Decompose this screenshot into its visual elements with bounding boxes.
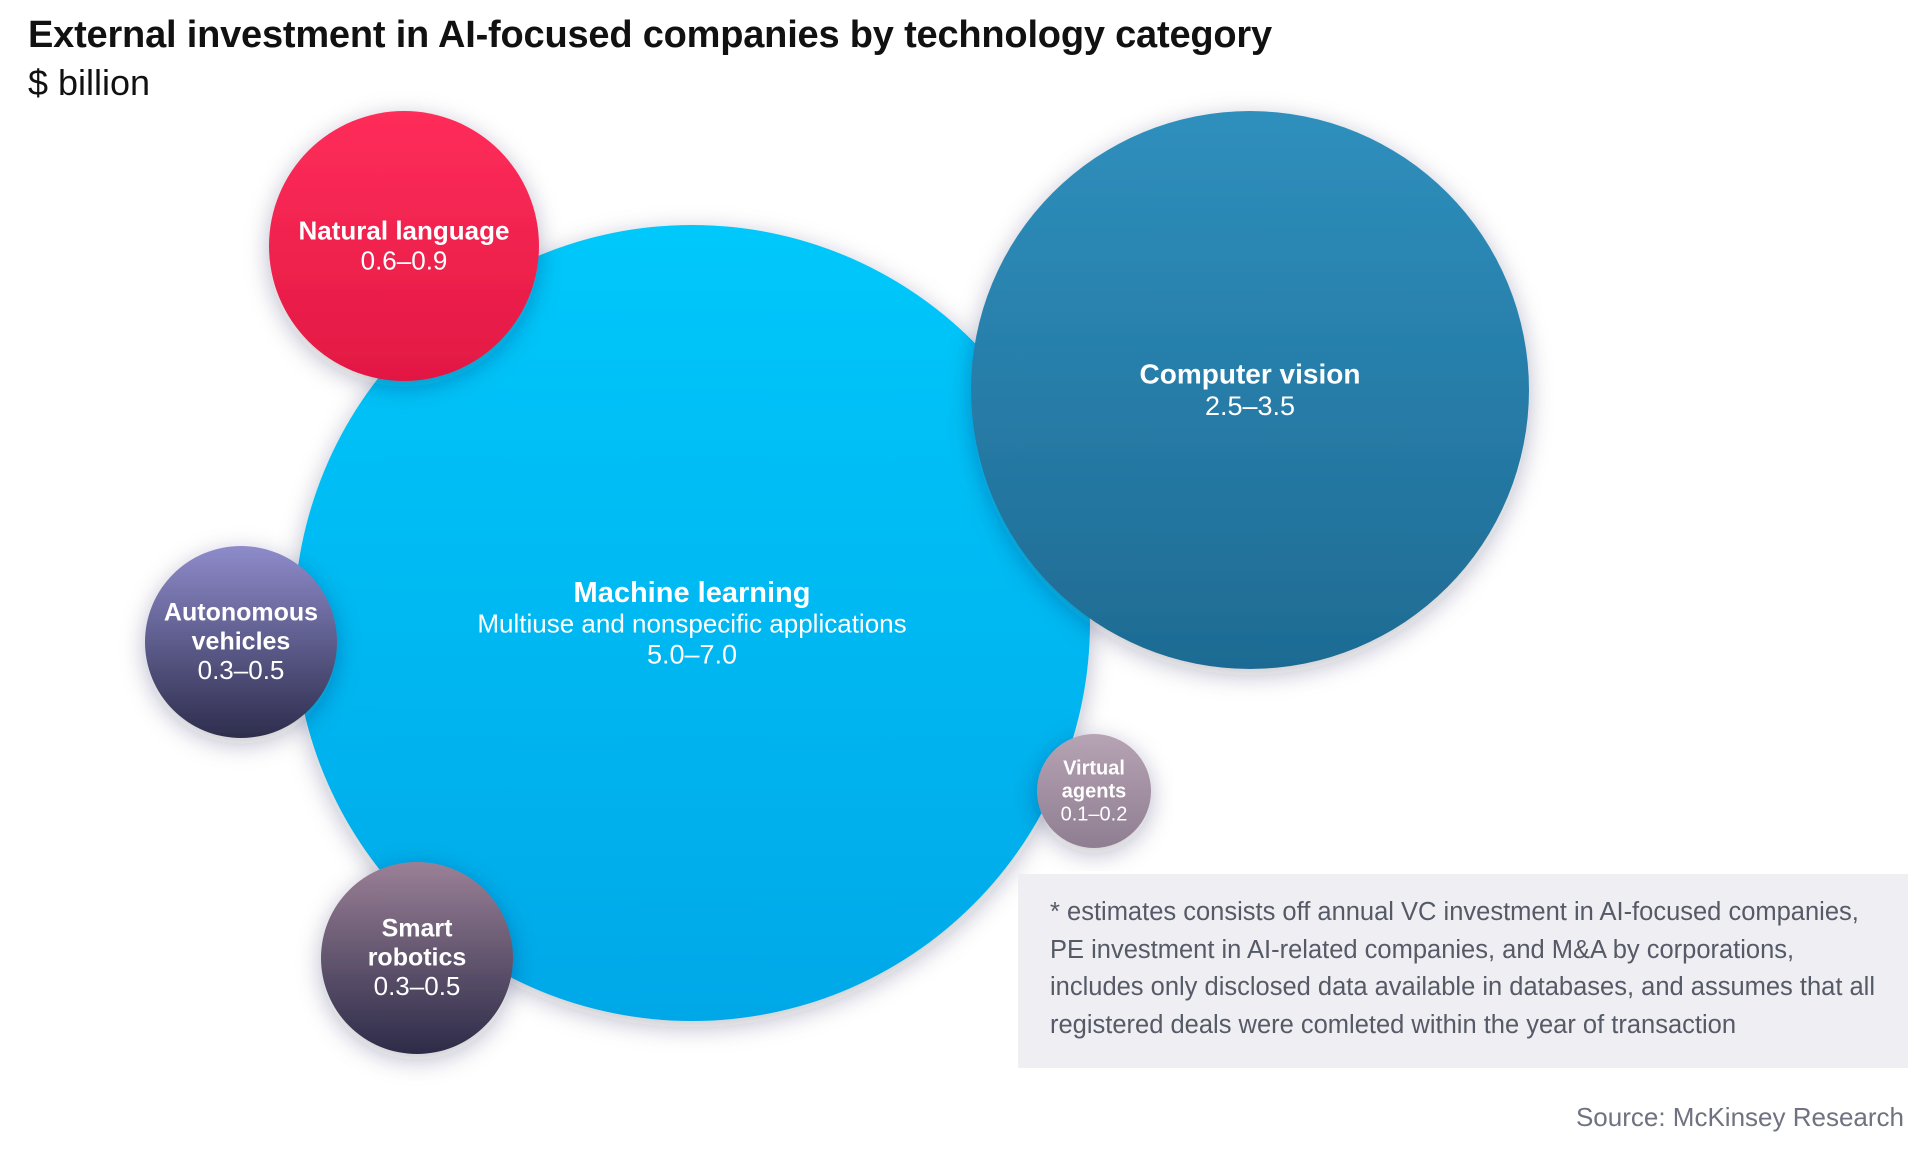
bubble-smart-robotics-name-0: Smart: [382, 915, 454, 943]
source-note: Source: McKinsey Research: [1575, 1102, 1904, 1132]
bubble-natural-language-circle: [269, 111, 539, 381]
bubble-autonomous-vehicles-name-0: Autonomous: [164, 599, 318, 627]
chart-subtitle: $ billion: [28, 62, 151, 103]
bubble-natural-language-value: 0.6–0.9: [361, 245, 448, 275]
bubble-smart-robotics-circle: [321, 862, 513, 1054]
bubble-virtual-agents-name-0: Virtual: [1063, 757, 1125, 779]
bubble-machine-learning-desc: Multiuse and nonspecific applications: [477, 609, 906, 639]
bubble-virtual-agents-name-1: agents: [1062, 780, 1126, 802]
bubble-machine-learning-value: 5.0–7.0: [647, 639, 737, 669]
bubble-smart-robotics-value: 0.3–0.5: [374, 971, 461, 1001]
bubble-machine-learning-circle: [294, 225, 1090, 1021]
bubble-virtual-agents-circle: [1037, 734, 1151, 848]
bubble-computer-vision-circle: [971, 111, 1529, 669]
bubble-autonomous-vehicles-value: 0.3–0.5: [198, 655, 285, 685]
bubble-autonomous-vehicles-circle: [145, 546, 337, 738]
bubble-computer-vision-value: 2.5–3.5: [1205, 391, 1295, 421]
bubble-autonomous-vehicles-name-1: vehicles: [192, 628, 291, 656]
footnote: * estimates consists off annual VC inves…: [1018, 874, 1908, 1068]
bubble-natural-language-name: Natural language: [299, 215, 510, 245]
bubble-computer-vision-name: Computer vision: [1140, 359, 1361, 390]
bubble-smart-robotics-name-1: robotics: [368, 944, 467, 972]
bubble-virtual-agents-value: 0.1–0.2: [1061, 803, 1128, 825]
bubble-machine-learning-name: Machine learning: [574, 577, 811, 609]
chart-title: External investment in AI-focused compan…: [28, 14, 1272, 56]
